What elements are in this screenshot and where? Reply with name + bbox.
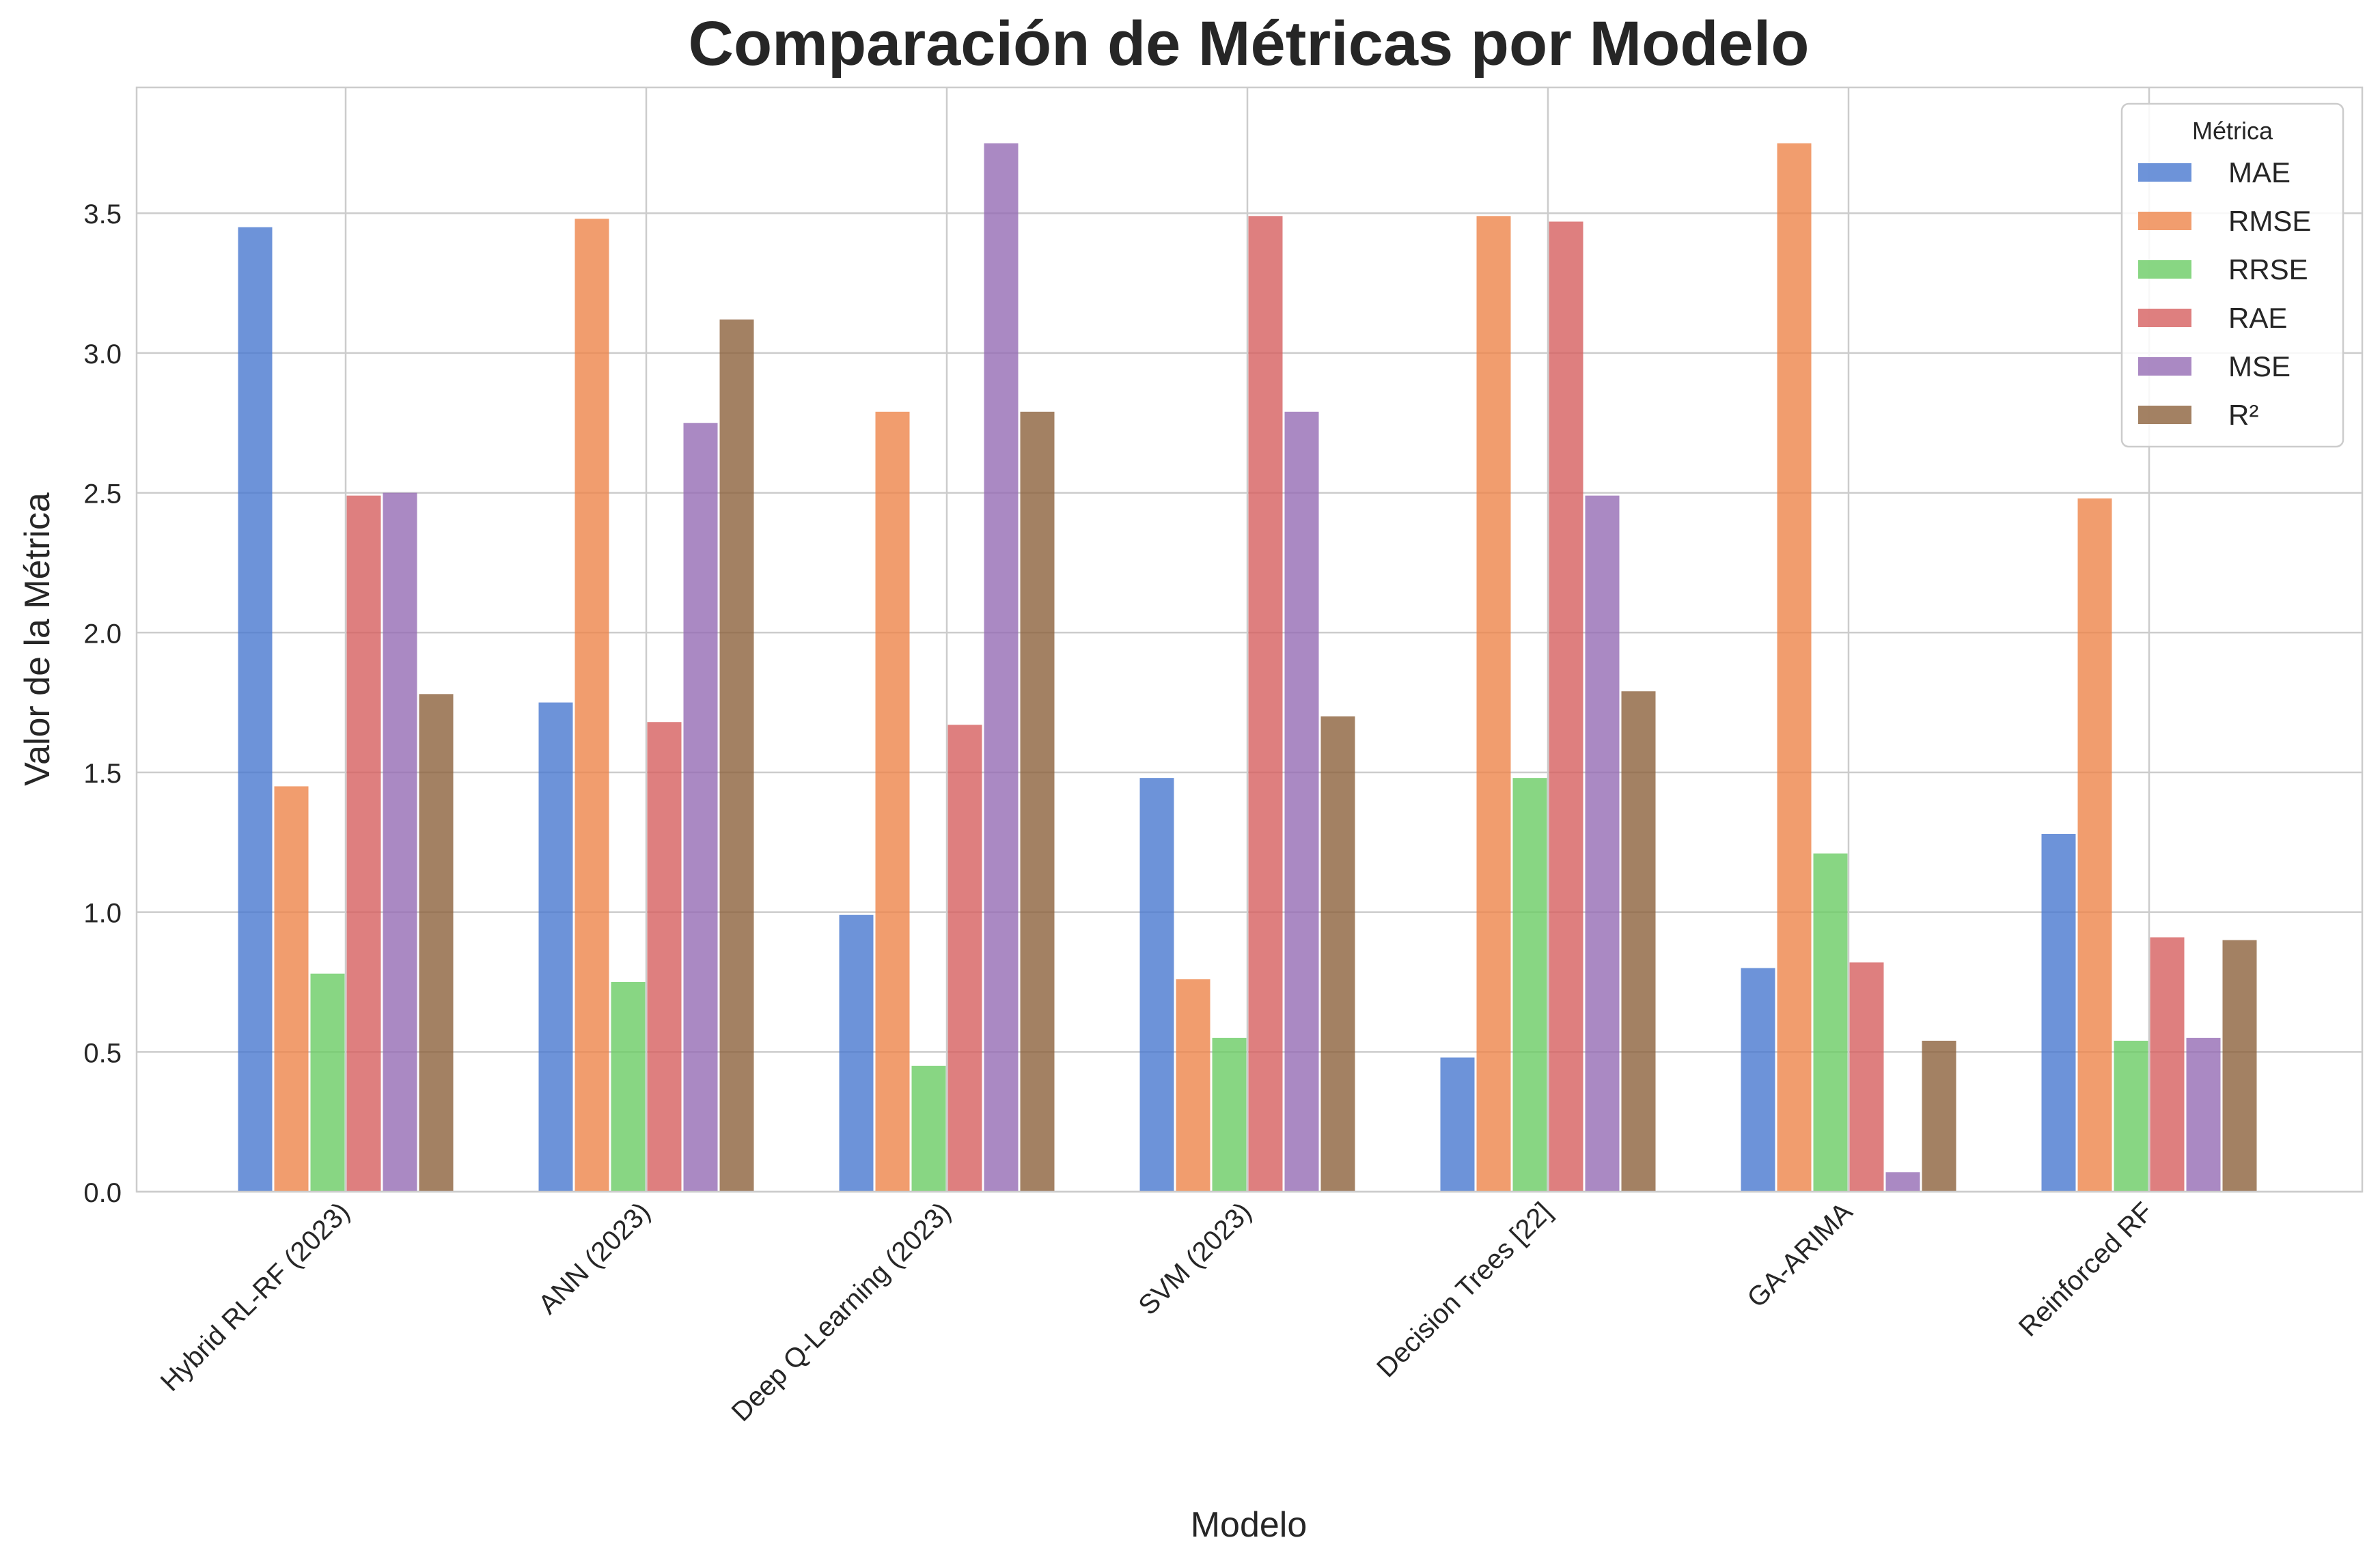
legend-label: MAE (2228, 156, 2291, 188)
x-tick-label: Hybrid RL-RF (2023) (155, 1196, 356, 1397)
bar-mse-1 (683, 423, 718, 1192)
legend-label: R² (2228, 399, 2258, 431)
legend-label: MSE (2228, 350, 2291, 382)
bar-r-6 (2222, 940, 2257, 1192)
bar-mae-1 (538, 702, 573, 1192)
bar-mae-3 (1139, 778, 1174, 1192)
legend-label: RMSE (2228, 205, 2311, 237)
bar-rmse-0 (274, 786, 309, 1192)
bar-rrse-5 (1813, 853, 1848, 1192)
legend-swatch (2138, 309, 2191, 327)
bar-rae-4 (1549, 221, 1583, 1192)
bar-rae-1 (647, 722, 682, 1192)
y-tick-label: 1.0 (83, 899, 122, 929)
bar-rmse-2 (875, 411, 910, 1192)
bar-rmse-4 (1476, 216, 1511, 1192)
x-tick-label: Deep Q-Learning (2023) (726, 1196, 957, 1427)
chart-title: Comparación de Métricas por Modelo (689, 9, 1810, 79)
legend-label: RAE (2228, 302, 2287, 334)
bar-rmse-5 (1777, 143, 1812, 1192)
bar-rmse-6 (2077, 498, 2112, 1192)
bar-mae-4 (1440, 1057, 1475, 1192)
bar-rrse-3 (1212, 1037, 1247, 1192)
bar-layer (238, 143, 2257, 1192)
bar-rrse-2 (911, 1065, 946, 1192)
y-tick-labels: 0.0 0.5 1.0 1.5 2.0 2.5 3.0 3.5 (83, 199, 122, 1208)
x-tick-label: Reinforced RF (2013, 1196, 2159, 1342)
legend-title: Métrica (2192, 117, 2273, 145)
y-tick-label: 1.5 (83, 759, 122, 789)
y-tick-label: 0.5 (83, 1038, 122, 1068)
legend-swatch (2138, 357, 2191, 376)
bar-rmse-3 (1176, 979, 1210, 1192)
bar-rrse-0 (310, 973, 345, 1192)
bar-rrse-4 (1512, 778, 1547, 1192)
legend-swatch (2138, 260, 2191, 279)
x-tick-label: ANN (2023) (533, 1196, 656, 1319)
bar-rae-0 (346, 495, 381, 1192)
bar-mse-6 (2186, 1037, 2221, 1192)
bar-rrse-6 (2114, 1040, 2148, 1192)
x-tick-label: Decision Trees [22] (1371, 1196, 1558, 1383)
bar-rae-5 (1849, 962, 1884, 1192)
legend: Métrica MAE RMSE RRSE RAE MSE R² (2120, 102, 2344, 448)
bar-mae-2 (839, 914, 874, 1192)
y-axis-label: Valor de la Métrica (18, 492, 57, 786)
bar-r-4 (1621, 691, 1656, 1192)
plot-frame (135, 86, 2364, 1193)
x-axis-label: Modelo (1191, 1505, 1307, 1545)
bar-r-5 (1922, 1040, 1956, 1192)
bar-mse-5 (1885, 1172, 1920, 1192)
legend-swatch (2138, 406, 2191, 424)
bar-mae-6 (2041, 834, 2076, 1192)
legend-swatch (2138, 212, 2191, 230)
bar-rmse-1 (575, 219, 609, 1192)
legend-swatch (2138, 163, 2191, 182)
y-tick-label: 2.5 (83, 479, 122, 509)
bar-mse-4 (1585, 495, 1620, 1192)
bar-r-1 (719, 319, 754, 1192)
bar-mse-0 (383, 492, 417, 1192)
legend-label: RRSE (2228, 253, 2308, 285)
x-tick-labels: Hybrid RL-RF (2023) ANN (2023) Deep Q-Lear… (155, 1196, 2159, 1427)
bar-r-3 (1320, 716, 1355, 1192)
bar-mse-3 (1284, 411, 1319, 1192)
bar-r-2 (1020, 411, 1055, 1192)
bar-rrse-1 (611, 981, 646, 1192)
bar-rae-6 (2150, 937, 2185, 1192)
y-tick-label: 3.5 (83, 199, 122, 229)
bar-rae-3 (1248, 216, 1283, 1192)
bar-mae-5 (1741, 968, 1775, 1192)
bar-rae-2 (947, 725, 982, 1192)
bar-r-0 (419, 694, 454, 1192)
y-tick-label: 3.0 (83, 339, 122, 369)
legend-items: MAE RMSE RRSE RAE MSE R² (2138, 156, 2311, 431)
x-tick-label: SVM (2023) (1133, 1196, 1257, 1321)
x-tick-label: GA-ARIMA (1741, 1196, 1858, 1313)
y-tick-label: 2.0 (83, 619, 122, 649)
y-tick-label: 0.0 (83, 1178, 122, 1208)
bar-mae-0 (238, 227, 273, 1192)
bar-mse-2 (984, 143, 1019, 1192)
